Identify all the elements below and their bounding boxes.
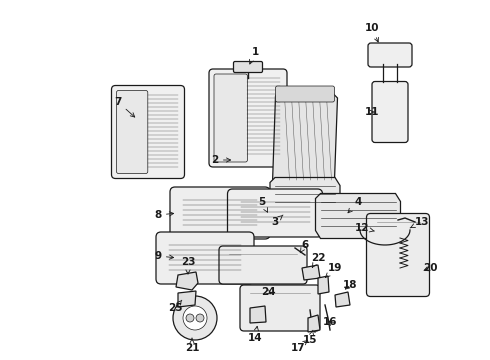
Text: 21: 21 xyxy=(185,338,199,353)
FancyBboxPatch shape xyxy=(368,43,412,67)
Text: 5: 5 xyxy=(258,197,268,212)
Text: 6: 6 xyxy=(300,240,309,253)
FancyBboxPatch shape xyxy=(112,85,185,179)
Text: 12: 12 xyxy=(355,223,374,233)
Text: 14: 14 xyxy=(247,326,262,343)
FancyBboxPatch shape xyxy=(156,232,254,284)
Text: 23: 23 xyxy=(181,257,195,274)
Text: 13: 13 xyxy=(410,217,429,228)
Text: 2: 2 xyxy=(211,155,231,165)
Circle shape xyxy=(183,306,207,330)
FancyBboxPatch shape xyxy=(240,285,320,331)
Polygon shape xyxy=(176,272,198,290)
Polygon shape xyxy=(308,315,320,332)
Text: 15: 15 xyxy=(303,330,317,345)
FancyBboxPatch shape xyxy=(219,246,307,284)
Text: 10: 10 xyxy=(365,23,379,42)
FancyBboxPatch shape xyxy=(117,90,148,174)
Circle shape xyxy=(186,314,194,322)
Text: 17: 17 xyxy=(291,340,308,353)
Text: 16: 16 xyxy=(323,317,337,327)
FancyBboxPatch shape xyxy=(214,74,247,162)
Text: 9: 9 xyxy=(154,251,173,261)
Text: 11: 11 xyxy=(365,107,379,117)
Polygon shape xyxy=(270,177,340,212)
Polygon shape xyxy=(272,88,338,188)
Text: 18: 18 xyxy=(343,280,357,290)
Polygon shape xyxy=(250,306,266,323)
Polygon shape xyxy=(318,276,329,294)
Text: 3: 3 xyxy=(271,215,283,227)
Polygon shape xyxy=(316,194,400,238)
Text: 20: 20 xyxy=(423,263,437,273)
FancyBboxPatch shape xyxy=(227,189,322,237)
Text: 4: 4 xyxy=(348,197,362,213)
Text: 24: 24 xyxy=(261,287,275,297)
Polygon shape xyxy=(178,291,196,307)
Text: 19: 19 xyxy=(325,263,342,278)
Polygon shape xyxy=(302,265,320,280)
FancyBboxPatch shape xyxy=(275,86,335,102)
Circle shape xyxy=(173,296,217,340)
FancyBboxPatch shape xyxy=(209,69,287,167)
Polygon shape xyxy=(335,292,350,307)
Text: 7: 7 xyxy=(114,97,135,117)
Text: 25: 25 xyxy=(168,300,182,313)
Text: 8: 8 xyxy=(154,210,173,220)
Text: 1: 1 xyxy=(249,47,259,64)
FancyBboxPatch shape xyxy=(234,62,263,72)
FancyBboxPatch shape xyxy=(372,81,408,143)
Text: 22: 22 xyxy=(311,253,325,267)
Circle shape xyxy=(196,314,204,322)
FancyBboxPatch shape xyxy=(367,213,430,297)
FancyBboxPatch shape xyxy=(170,187,270,239)
